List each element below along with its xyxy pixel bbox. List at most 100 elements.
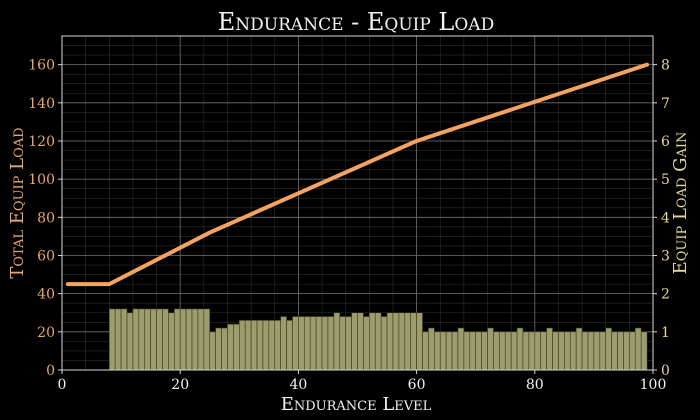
x-tick-label: 100	[640, 377, 667, 393]
left-y-tick-label: 140	[28, 96, 55, 112]
bar	[463, 331, 471, 371]
bar	[380, 316, 388, 371]
bar-series	[108, 308, 648, 371]
x-tick-label: 20	[171, 377, 189, 393]
bar	[534, 331, 542, 371]
bar	[457, 327, 465, 371]
bar	[250, 320, 258, 371]
x-tick-label: 60	[408, 377, 426, 393]
bar	[522, 331, 530, 371]
bar	[593, 331, 601, 371]
bar	[510, 331, 518, 371]
bar	[528, 331, 536, 371]
bar	[475, 331, 482, 371]
bar	[398, 312, 406, 371]
bar	[339, 316, 346, 371]
bar	[617, 331, 624, 371]
bar	[611, 331, 618, 371]
bar	[262, 320, 270, 371]
bar	[481, 331, 488, 371]
bar	[416, 312, 423, 371]
bar	[351, 312, 358, 371]
bar	[162, 308, 169, 371]
bar	[233, 323, 240, 371]
bar	[114, 308, 122, 371]
bar	[304, 316, 311, 371]
bar	[203, 308, 211, 371]
x-tick-label: 40	[289, 377, 307, 393]
bar	[369, 312, 376, 371]
bar	[179, 308, 187, 371]
axis-ticks: 0 20 40 60 80 1000204060801001201401600123456…	[28, 58, 670, 393]
right-axis-label: Equip Load Gain	[670, 132, 691, 275]
bar	[499, 331, 506, 371]
right-y-tick-label: 7	[661, 96, 670, 112]
bar	[569, 331, 577, 371]
bar	[599, 331, 607, 371]
bar	[487, 327, 494, 371]
bar	[623, 331, 630, 371]
bar	[410, 312, 417, 371]
bar	[126, 312, 134, 371]
bar	[451, 331, 459, 371]
bar	[173, 308, 181, 371]
line-series	[65, 62, 650, 287]
left-y-tick-label: 100	[28, 172, 55, 188]
bar	[575, 327, 583, 371]
right-y-tick-label: 6	[661, 134, 670, 150]
chart-title: Endurance - Equip Load	[218, 8, 494, 36]
left-y-tick-label: 160	[28, 58, 55, 74]
bar	[540, 331, 547, 371]
left-y-tick-label: 60	[37, 248, 55, 264]
line-path	[65, 62, 650, 287]
bar	[292, 316, 299, 371]
bar	[191, 308, 199, 371]
right-y-tick-label: 3	[661, 248, 670, 264]
bar	[333, 312, 341, 371]
bar	[605, 327, 612, 371]
bar	[138, 308, 146, 371]
right-y-tick-label: 1	[661, 325, 670, 341]
right-y-tick-label: 5	[661, 172, 670, 188]
bar	[280, 316, 287, 371]
bar	[357, 312, 364, 371]
bar	[552, 331, 559, 371]
bar	[108, 308, 116, 371]
left-axis-label: Total Equip Load	[7, 127, 28, 278]
bar	[640, 331, 648, 371]
bar	[197, 308, 205, 371]
bar	[298, 316, 305, 371]
plot-frame	[61, 35, 654, 371]
bar	[392, 312, 400, 371]
bar	[156, 308, 163, 371]
bar	[587, 331, 595, 371]
bar	[244, 320, 252, 371]
left-y-tick-label: 0	[46, 363, 55, 379]
bar	[504, 331, 512, 371]
bar	[345, 316, 352, 371]
bar	[227, 323, 234, 371]
bar	[422, 331, 429, 371]
bar	[150, 308, 157, 371]
bar	[439, 331, 447, 371]
bar	[268, 320, 276, 371]
left-y-tick-label: 80	[37, 210, 55, 226]
right-y-tick-label: 4	[661, 210, 670, 226]
bar	[546, 327, 553, 371]
bar	[558, 331, 565, 371]
bar	[564, 331, 571, 371]
bar	[132, 308, 140, 371]
x-tick-label: 0	[58, 377, 67, 393]
bar	[209, 331, 216, 371]
left-y-tick-label: 120	[28, 134, 55, 150]
bar	[315, 316, 323, 371]
bar	[120, 308, 128, 371]
bar	[321, 316, 329, 371]
bar	[404, 312, 411, 371]
bar	[256, 320, 264, 371]
bar	[185, 308, 193, 371]
bar	[144, 308, 151, 371]
bar	[215, 327, 222, 371]
bar	[327, 316, 335, 371]
